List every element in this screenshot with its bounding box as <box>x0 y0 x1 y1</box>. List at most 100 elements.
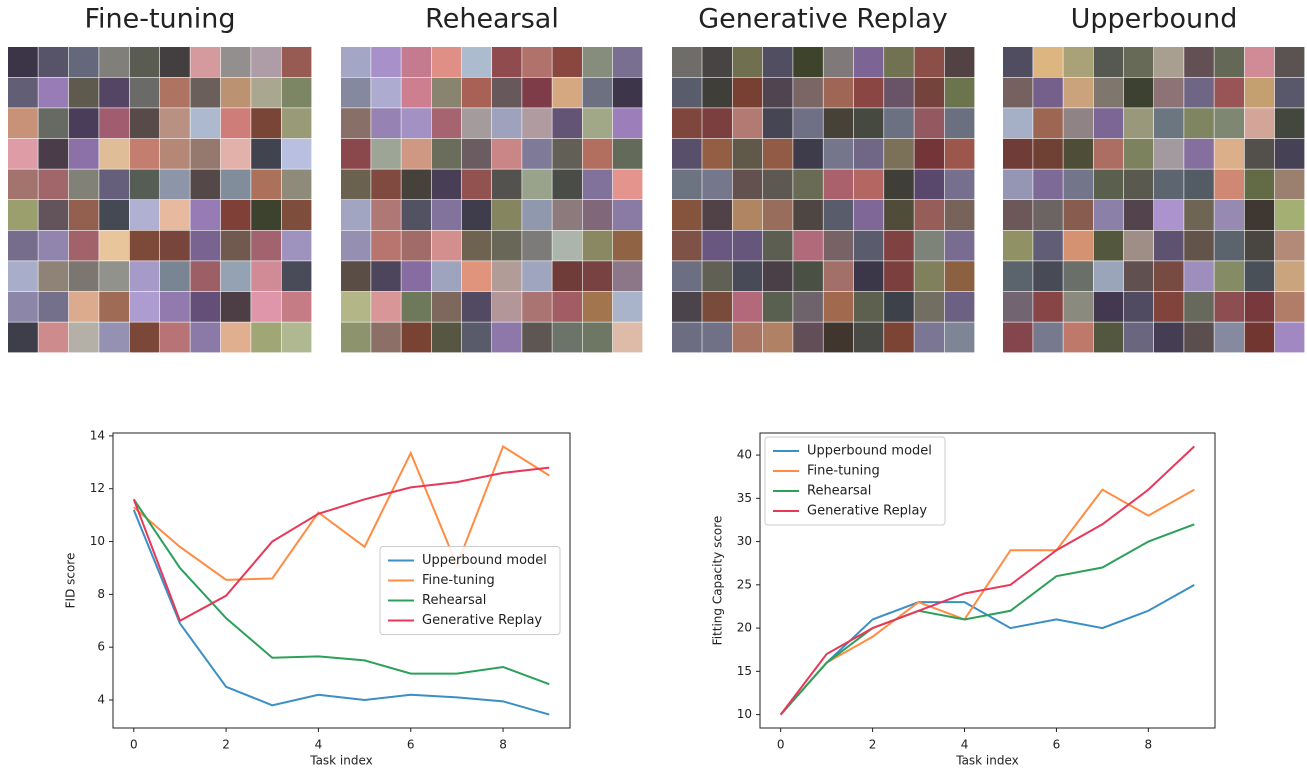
image-tile <box>914 139 944 169</box>
image-tile <box>1124 47 1154 77</box>
image-tile <box>914 322 944 352</box>
image-tile <box>99 231 129 261</box>
image-tile <box>221 139 251 169</box>
image-tile <box>1033 261 1063 291</box>
image-tile <box>462 292 492 322</box>
legend-label: Fine-tuning <box>422 573 495 588</box>
image-tile <box>251 139 281 169</box>
image-tile <box>282 108 312 138</box>
image-tile <box>341 322 371 352</box>
image-tile <box>1033 78 1063 108</box>
image-tile <box>371 108 401 138</box>
image-tile <box>130 322 160 352</box>
y-tick-label: 6 <box>97 640 105 654</box>
image-tile <box>552 169 582 199</box>
image-tile <box>733 47 763 77</box>
image-tile <box>1063 78 1093 108</box>
image-tile <box>1214 231 1244 261</box>
image-tile <box>251 200 281 230</box>
image-tile <box>1063 200 1093 230</box>
image-tile <box>401 47 431 77</box>
image-tile <box>1154 108 1184 138</box>
image-tile <box>99 261 129 291</box>
image-tile <box>613 200 643 230</box>
image-tile <box>1245 139 1275 169</box>
image-tile <box>341 292 371 322</box>
image-tile <box>672 200 702 230</box>
y-tick-label: 30 <box>737 534 752 548</box>
image-tile <box>1275 108 1305 138</box>
image-tile <box>1184 231 1214 261</box>
image-tile <box>99 47 129 77</box>
image-tile <box>1275 261 1305 291</box>
image-tile <box>1245 108 1275 138</box>
image-tile <box>793 322 823 352</box>
image-tile <box>763 139 793 169</box>
x-tick-label: 8 <box>1145 738 1153 752</box>
image-tile <box>583 322 613 352</box>
image-tile <box>763 231 793 261</box>
image-tile <box>282 78 312 108</box>
image-tile <box>130 261 160 291</box>
image-tile <box>492 200 522 230</box>
image-tile <box>432 231 462 261</box>
image-tile <box>914 47 944 77</box>
image-tile <box>462 169 492 199</box>
legend-label: Upperbound model <box>422 553 547 568</box>
image-tile <box>1154 78 1184 108</box>
image-tile <box>1275 231 1305 261</box>
image-tile <box>8 108 38 138</box>
image-tile <box>914 200 944 230</box>
image-tile <box>884 231 914 261</box>
image-tile <box>130 292 160 322</box>
image-tile <box>401 78 431 108</box>
image-tile <box>1245 322 1275 352</box>
image-tile <box>130 108 160 138</box>
image-tile <box>160 261 190 291</box>
image-tile <box>1094 200 1124 230</box>
image-tile <box>552 78 582 108</box>
image-tile <box>1063 47 1093 77</box>
y-tick-label: 25 <box>737 577 752 591</box>
image-tile <box>702 231 732 261</box>
image-tile <box>613 292 643 322</box>
image-tile <box>492 261 522 291</box>
image-tile <box>583 200 613 230</box>
image-tile <box>552 231 582 261</box>
x-tick-label: 0 <box>130 738 138 752</box>
image-tile <box>854 78 884 108</box>
image-tile <box>1184 322 1214 352</box>
image-tile <box>793 231 823 261</box>
image-tile <box>1124 292 1154 322</box>
image-tile <box>341 200 371 230</box>
image-tile <box>793 78 823 108</box>
x-tick-label: 4 <box>961 738 969 752</box>
image-tile <box>854 200 884 230</box>
image-tile <box>702 47 732 77</box>
image-tile <box>552 292 582 322</box>
image-tile <box>884 47 914 77</box>
image-tile <box>914 78 944 108</box>
image-tile <box>160 292 190 322</box>
image-tile <box>854 139 884 169</box>
image-tile <box>793 261 823 291</box>
image-tile <box>432 292 462 322</box>
image-tile <box>552 47 582 77</box>
image-tile <box>1184 200 1214 230</box>
image-tile <box>824 292 854 322</box>
image-tile <box>462 261 492 291</box>
image-tile <box>583 108 613 138</box>
image-tile <box>613 108 643 138</box>
image-tile <box>38 47 68 77</box>
image-tile <box>1094 169 1124 199</box>
image-tile <box>99 292 129 322</box>
image-tile <box>190 78 220 108</box>
image-tile <box>945 292 975 322</box>
image-tile <box>884 292 914 322</box>
image-tile <box>1063 231 1093 261</box>
image-tile <box>221 78 251 108</box>
image-tile <box>733 108 763 138</box>
image-tile <box>401 169 431 199</box>
image-tile <box>914 292 944 322</box>
image-tile <box>251 78 281 108</box>
